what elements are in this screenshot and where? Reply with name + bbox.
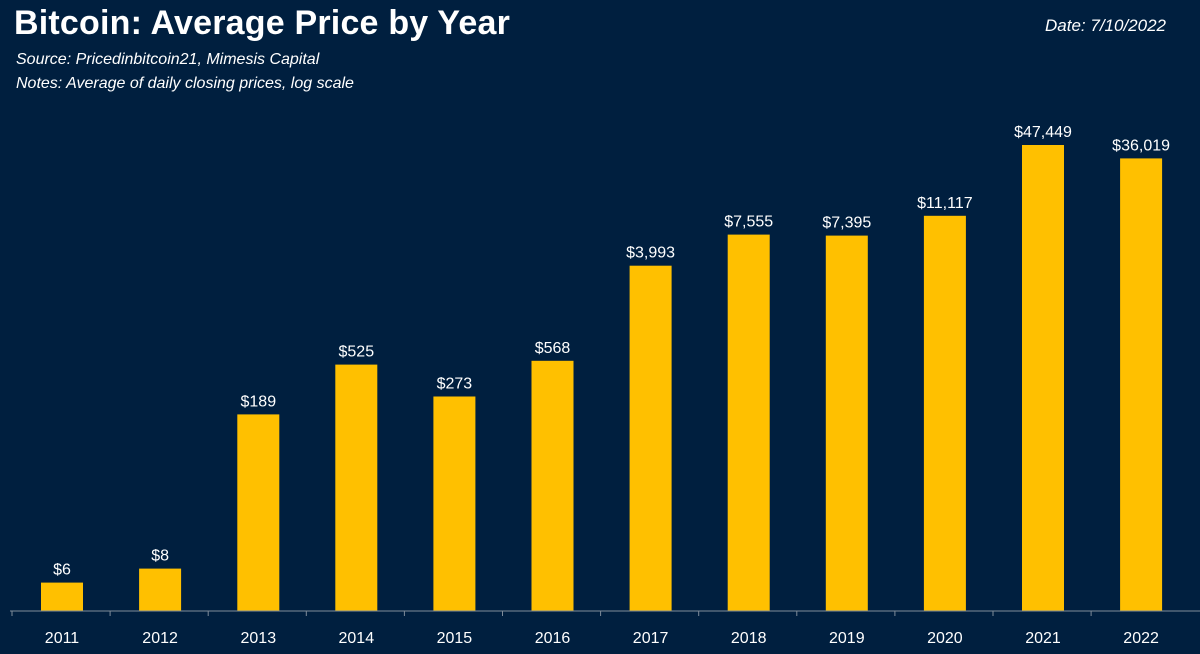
data-labels-layer: $6 $8 $189 $525 $273 $568 $3,993 $7,555 $7,395 $1… [53,124,1170,579]
data-label-2018: $7,555 [724,214,773,231]
bars-layer [41,145,1163,612]
x-tick-label-2022: 2022 [1123,630,1159,647]
chart-notes: Notes: Average of daily closing prices, … [16,75,354,92]
x-tick-label-2020: 2020 [927,630,963,647]
data-label-2014: $525 [339,344,375,361]
x-tick-label-2016: 2016 [535,630,571,647]
data-label-2019: $7,395 [822,215,871,232]
bar-2021 [1022,145,1064,611]
data-label-2017: $3,993 [626,245,675,262]
data-label-2015: $273 [437,376,473,393]
data-label-2011: $6 [53,562,71,579]
bar-2016 [531,360,574,611]
bar-2011 [41,582,83,611]
data-label-2022: $36,019 [1112,137,1170,154]
data-label-2021: $47,449 [1014,124,1072,141]
x-tick-label-2017: 2017 [633,630,669,647]
bar-2022 [1120,158,1163,611]
bar-2012 [139,568,182,611]
chart-title: Bitcoin: Average Price by Year [14,4,511,42]
x-tick-label-2012: 2012 [142,630,178,647]
bar-2013 [237,414,280,611]
bar-2019 [825,235,868,611]
chart-source: Source: Pricedinbitcoin21, Mimesis Capit… [16,51,320,68]
x-tick-label-2021: 2021 [1025,630,1061,647]
x-tick-label-2018: 2018 [731,630,767,647]
bar-2020 [923,215,966,612]
data-label-2020: $11,117 [917,195,973,212]
x-tick-label-2014: 2014 [339,630,375,647]
data-label-2013: $189 [241,393,277,410]
x-tick-label-2019: 2019 [829,630,865,647]
data-label-2012: $8 [151,548,169,565]
x-tick-label-2013: 2013 [241,630,277,647]
chart-date: Date: 7/10/2022 [1045,16,1166,35]
x-axis-ticks: 2011 2012 2013 2014 2015 2016 2017 2018 2019 2020… [11,611,1159,647]
x-tick-label-2011: 2011 [45,630,80,647]
bar-2015 [433,396,476,611]
bar-2018 [727,234,770,611]
bar-2017 [629,265,672,611]
bar-2014 [335,364,378,611]
x-tick-label-2015: 2015 [437,630,473,647]
data-label-2016: $568 [535,340,571,357]
